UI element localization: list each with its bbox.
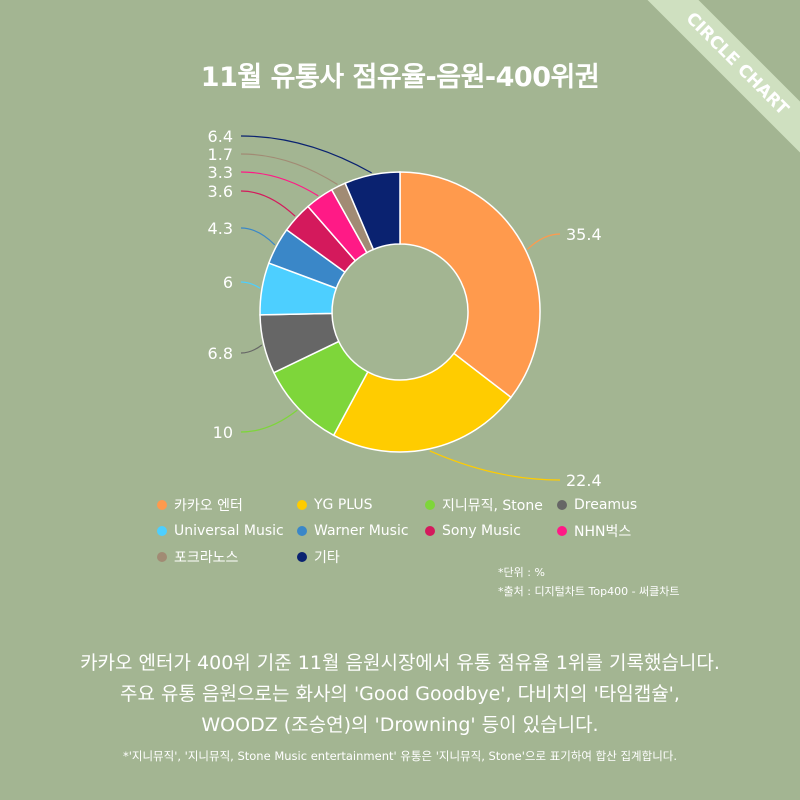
legend-label: Universal Music [174, 523, 284, 539]
legend-label: Warner Music [314, 523, 409, 539]
summary-line-1: 카카오 엔터가 400위 기준 11월 음원시장에서 유통 점유율 1위를 기록… [80, 652, 720, 674]
data-label-universal-music: 6 [223, 273, 233, 292]
legend-item-nhn벅스: NHN벅스 [557, 521, 657, 541]
legend-item-카카오-엔터: 카카오 엔터 [157, 495, 297, 515]
leader-line-카카오-엔터 [526, 233, 561, 250]
legend-item-지니뮤직-stone: 지니뮤직, Stone [425, 495, 557, 515]
data-label-sony-music: 3.6 [208, 182, 233, 201]
legend-label: Dreamus [574, 497, 638, 513]
slice-기타 [344, 171, 401, 251]
legend-label: 카카오 엔터 [174, 498, 243, 514]
legend-item-universal-music: Universal Music [157, 521, 297, 541]
data-label-지니뮤직-stone: 10 [213, 423, 233, 442]
legend-swatch [557, 526, 567, 536]
leader-line-sony-music [240, 190, 296, 217]
legend-item-yg-plus: YG PLUS [297, 495, 425, 515]
slice-yg-plus [332, 352, 513, 453]
data-label-포크라노스: 1.7 [208, 145, 233, 164]
legend-item-기타: 기타 [297, 547, 425, 567]
legend-swatch [157, 526, 167, 536]
chart-legend: 카카오 엔터 YG PLUS 지니뮤직, Stone Dreamus Universal… [157, 495, 657, 567]
data-label-yg-plus: 22.4 [566, 471, 602, 490]
legend-item-warner-music: Warner Music [297, 521, 425, 541]
legend-item-포크라노스: 포크라노스 [157, 547, 297, 567]
legend-swatch [425, 526, 435, 536]
leader-line-포크라노스 [240, 153, 338, 186]
legend-swatch [297, 526, 307, 536]
data-label-nhn벅스: 3.3 [208, 163, 233, 182]
legend-item-dreamus: Dreamus [557, 495, 657, 515]
summary-text: 카카오 엔터가 400위 기준 11월 음원시장에서 유통 점유율 1위를 기록… [0, 648, 800, 741]
leader-line-warner-music [240, 227, 276, 246]
leader-line-기타 [240, 135, 372, 174]
chart-notes: *단위 : % *출처 : 디지털차트 Top400 - 써클차트 [498, 563, 680, 601]
unit-note: *단위 : % [498, 566, 545, 579]
data-label-기타: 6.4 [208, 127, 233, 146]
slice-카카오-엔터 [399, 171, 541, 399]
legend-swatch [297, 552, 307, 562]
legend-swatch [557, 500, 567, 510]
legend-label: Sony Music [442, 523, 521, 539]
legend-swatch [297, 500, 307, 510]
summary-line-2: 주요 유통 음원으로는 화사의 'Good Goodbye', 다비치의 '타임… [120, 683, 680, 705]
legend-swatch [157, 552, 167, 562]
legend-swatch [157, 500, 167, 510]
leader-line-universal-music [240, 281, 261, 289]
leader-line-dreamus [240, 344, 263, 354]
legend-label: 지니뮤직, Stone [442, 498, 543, 514]
summary-line-3: WOODZ (조승연)의 'Drowning' 등이 있습니다. [201, 714, 599, 736]
leader-line-yg-plus [429, 450, 561, 481]
legend-label: 포크라노스 [174, 550, 239, 566]
source-note: *출처 : 디지털차트 Top400 - 써클차트 [498, 585, 680, 598]
legend-swatch [425, 500, 435, 510]
legend-label: 기타 [314, 550, 340, 566]
data-label-카카오-엔터: 35.4 [566, 225, 602, 244]
chart-title: 11월 유통사 점유율-음원-400위권 [200, 62, 600, 93]
leader-line-nhn벅스 [240, 171, 319, 197]
footnote: *'지니뮤직', '지니뮤직, Stone Music entertainmen… [122, 749, 678, 763]
legend-item-sony-music: Sony Music [425, 521, 557, 541]
legend-label: NHN벅스 [574, 524, 632, 540]
legend-label: YG PLUS [314, 497, 373, 513]
data-label-dreamus: 6.8 [208, 344, 233, 363]
leader-line-지니뮤직-stone [240, 409, 298, 433]
data-label-warner-music: 4.3 [208, 219, 233, 238]
